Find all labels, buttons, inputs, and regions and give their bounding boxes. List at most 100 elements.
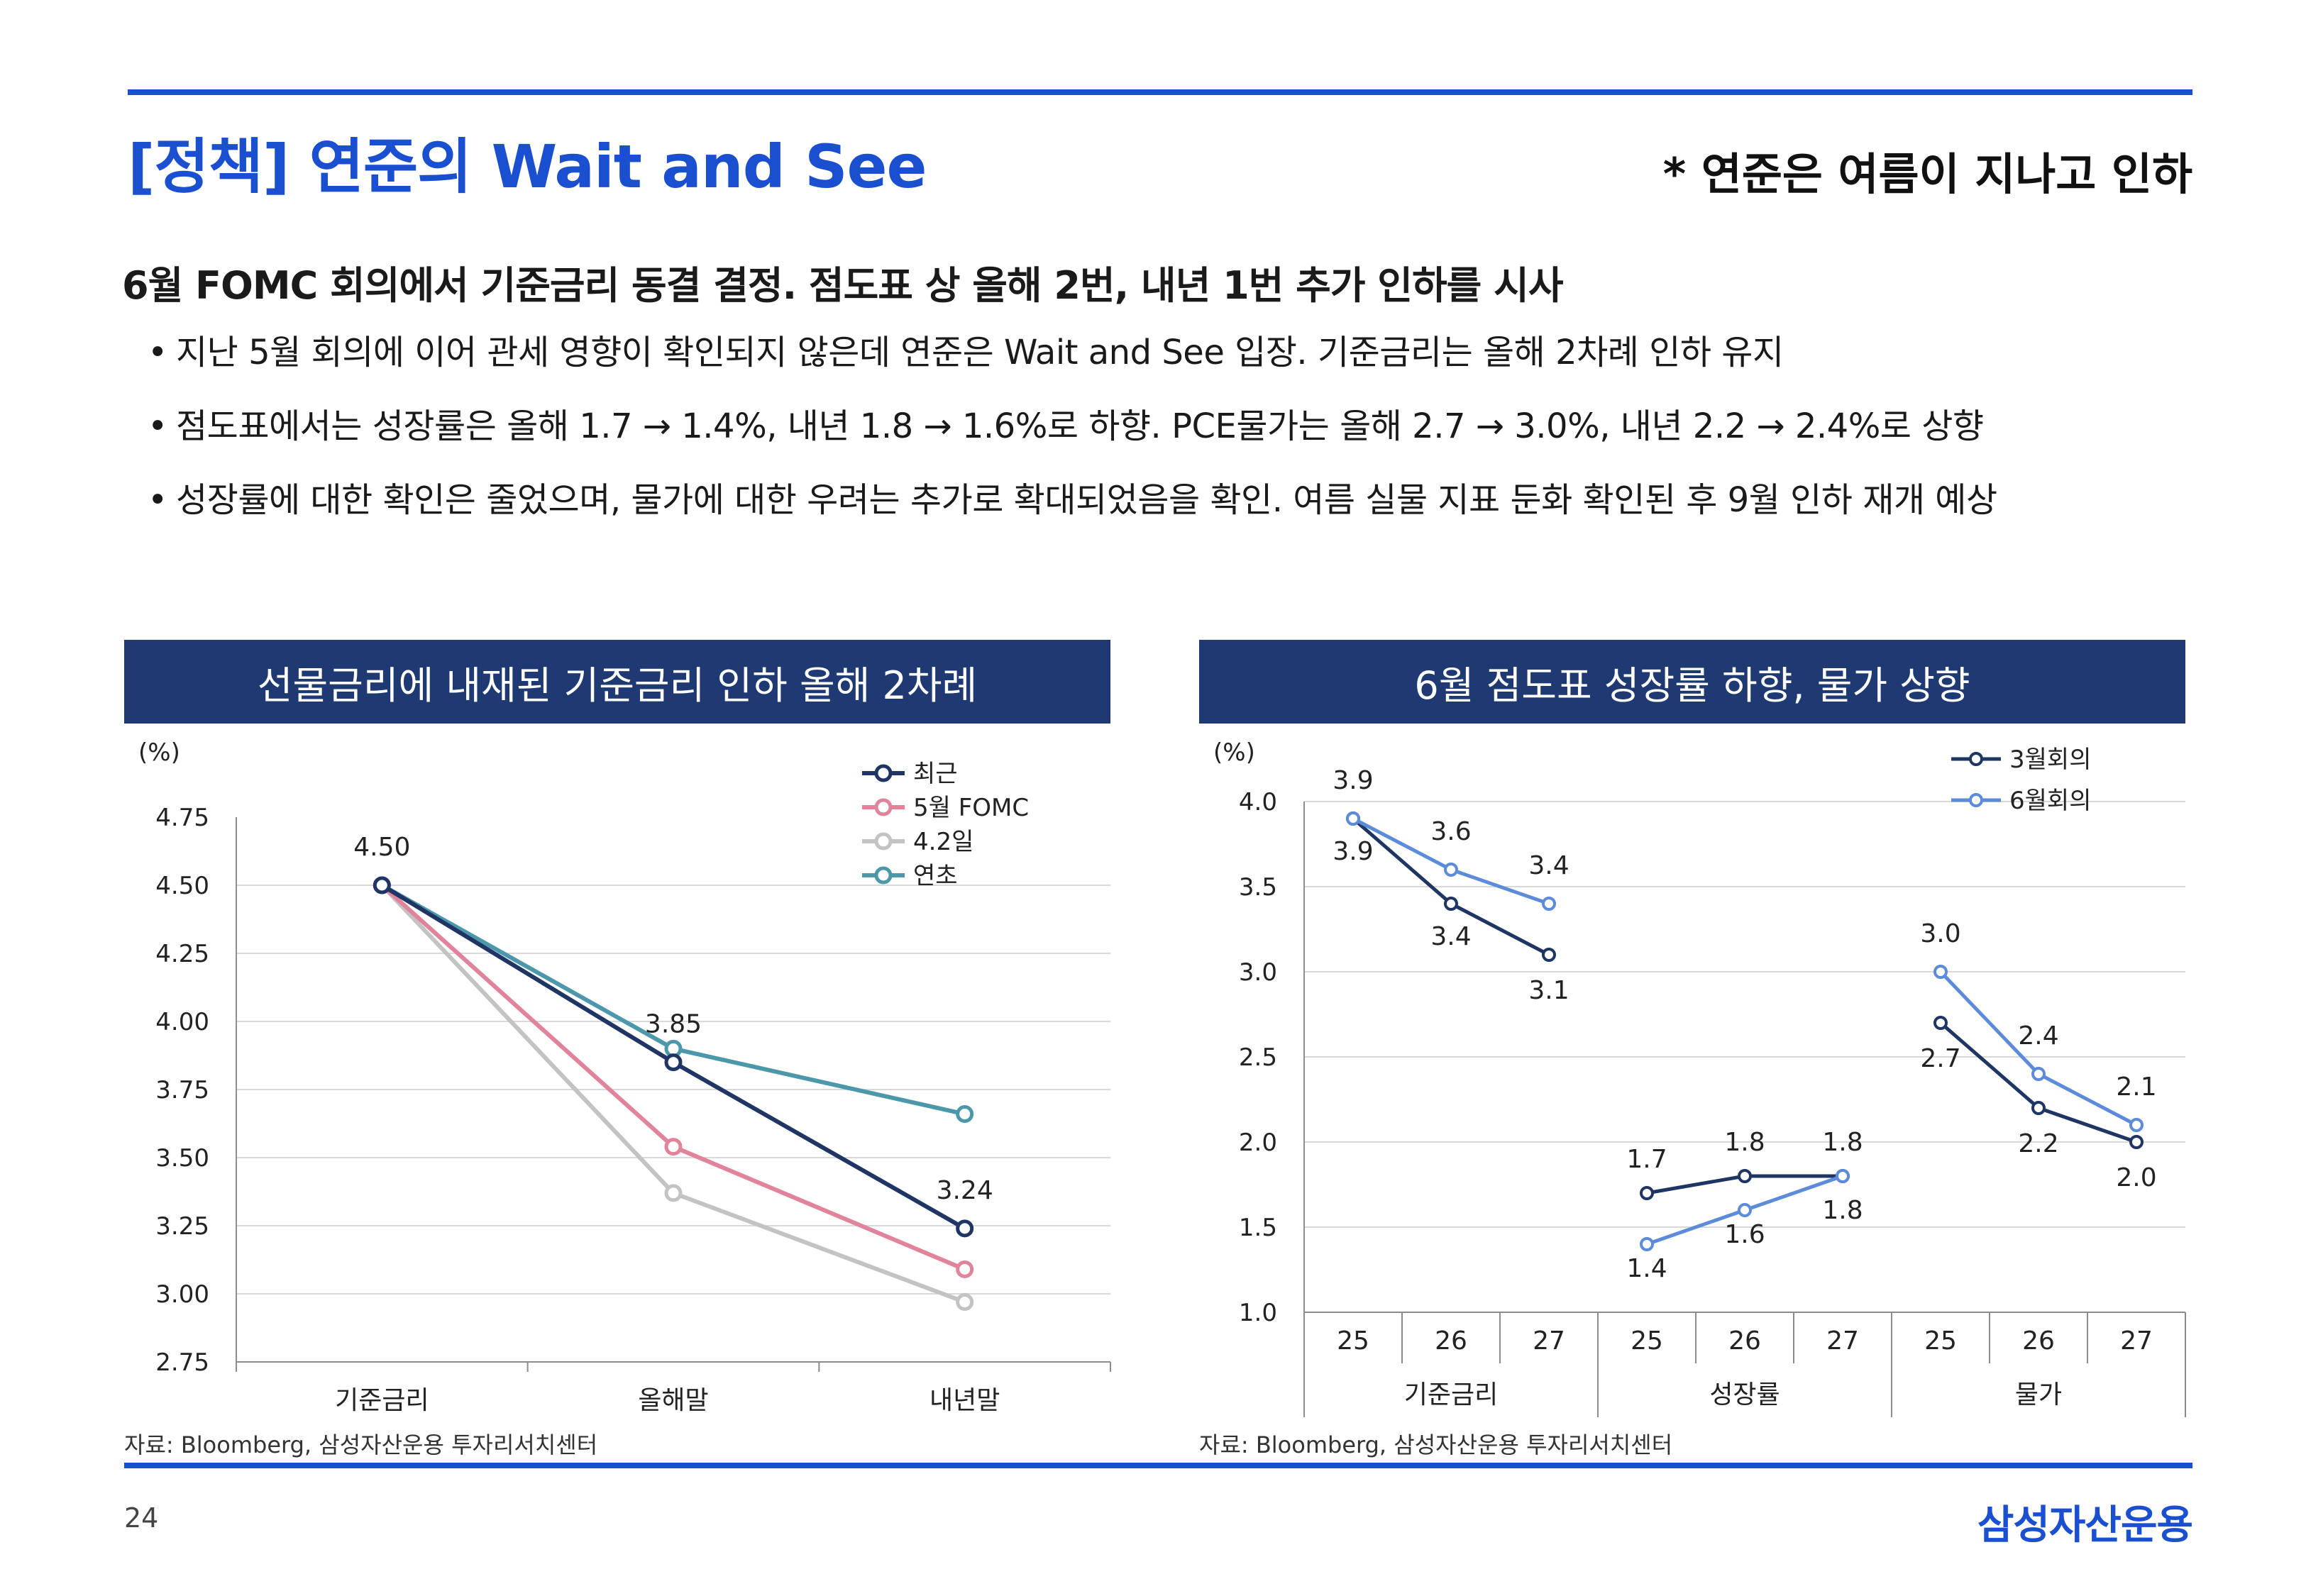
- data-label: 2.7: [1920, 1044, 1960, 1073]
- y-axis-unit: (%): [1213, 738, 1255, 767]
- data-point: [1542, 897, 1556, 911]
- bullet-dot: •: [148, 480, 167, 520]
- y-tick-label: 3.25: [155, 1212, 209, 1241]
- data-point: [373, 876, 391, 894]
- bullet-list: • 지난 5월 회의에 이어 관세 영향이 확인되지 않은데 연준은 Wait a…: [148, 330, 1997, 551]
- bullet-item: • 점도표에서는 성장률은 올해 1.7 → 1.4%, 내년 1.8 → 1.6…: [148, 404, 1997, 477]
- data-label: 2.0: [2116, 1163, 2156, 1192]
- dot-plot-chart: (%) 4.0 3.5 3.0 2.5 2.0 1.5 1.0 25 26 27 기준금리 25 26 27…: [1213, 738, 2186, 1417]
- data-label: 3.9: [1333, 837, 1373, 866]
- data-point: [1542, 948, 1556, 962]
- x-tick-label: 25: [1924, 1326, 1957, 1356]
- top-rule: [128, 89, 2192, 95]
- y-tick-label: 3.5: [1239, 873, 1277, 902]
- legend-marker: [874, 832, 893, 850]
- legend-marker: [874, 764, 893, 782]
- x-tick-label: 26: [1435, 1326, 1467, 1356]
- legend-label: 6월회의: [2009, 787, 2091, 815]
- bullet-item: • 성장률에 대한 확인은 줄었으며, 물가에 대한 우려는 추가로 확대되었음을…: [148, 477, 1997, 551]
- y-tick-label: 4.75: [155, 804, 209, 832]
- data-point: [2129, 1118, 2144, 1132]
- data-label: 3.24: [937, 1176, 993, 1205]
- legend-marker: [874, 798, 893, 816]
- x-tick-label: 27: [1826, 1326, 1859, 1356]
- legend-marker: [1969, 752, 1983, 766]
- data-label: 3.1: [1528, 976, 1569, 1005]
- data-label: 1.6: [1724, 1220, 1765, 1249]
- y-tick-label: 1.0: [1239, 1299, 1277, 1327]
- data-point: [664, 1138, 683, 1156]
- legend-marker: [874, 866, 893, 885]
- data-point: [2031, 1101, 2046, 1115]
- data-point: [1444, 863, 1458, 877]
- y-axis-unit: (%): [138, 738, 180, 767]
- data-label: 1.4: [1626, 1254, 1667, 1283]
- left-chart-source: 자료: Bloomberg, 삼성자산운용 투자리서치센터: [124, 1431, 598, 1458]
- legend-label: 연초: [913, 862, 958, 890]
- bullet-dot: •: [148, 406, 167, 446]
- data-point: [1346, 811, 1360, 826]
- y-tick-label: 2.0: [1239, 1129, 1277, 1157]
- data-label: 3.9: [1333, 766, 1373, 795]
- brand-logo: 삼성자산운용: [1977, 1502, 2193, 1548]
- y-tick-label: 3.0: [1239, 958, 1277, 987]
- y-tick-label: 4.50: [155, 872, 209, 900]
- data-label: 3.85: [645, 1010, 702, 1039]
- side-note: * 연준은 여름이 지나고 인하: [1662, 148, 2192, 200]
- data-label: 1.8: [1822, 1196, 1863, 1225]
- y-tick-label: 2.5: [1239, 1043, 1277, 1072]
- x-tick-label: 26: [2022, 1326, 2055, 1356]
- data-label: 3.4: [1430, 922, 1471, 951]
- legend-label: 4.2일: [913, 828, 973, 856]
- y-tick-label: 2.75: [155, 1348, 209, 1377]
- right-chart-title: 6월 점도표 성장률 하향, 물가 상향: [1199, 640, 2185, 724]
- data-point: [1836, 1169, 1850, 1183]
- data-label: 2.2: [2018, 1129, 2058, 1158]
- futures-rate-chart: (%) 4.75 4.50 4.25 4.00 3.75 3.50 3.25 3.00 2.75 기…: [138, 738, 1111, 1415]
- data-point: [1738, 1203, 1752, 1217]
- x-tick-label: 기준금리: [335, 1386, 429, 1415]
- x-tick-label: 25: [1631, 1326, 1663, 1356]
- y-tick-label: 4.25: [155, 940, 209, 968]
- data-point: [956, 1260, 974, 1278]
- data-point: [2031, 1067, 2046, 1081]
- x-tick-label: 내년말: [929, 1386, 1000, 1415]
- data-label: 1.7: [1626, 1145, 1667, 1174]
- lead-sentence: 6월 FOMC 회의에서 기준금리 동결 결정. 점도표 상 올해 2번, 내년…: [122, 263, 1564, 308]
- bullet-dot: •: [148, 333, 167, 372]
- data-label: 2.1: [2116, 1073, 2156, 1102]
- page-title: [정책] 연준의 Wait and See: [128, 132, 927, 201]
- data-label: 4.50: [353, 833, 410, 862]
- series-line: [380, 883, 966, 1272]
- y-tick-label: 3.75: [155, 1076, 209, 1104]
- bullet-text: 지난 5월 회의에 이어 관세 영향이 확인되지 않은데 연준은 Wait an…: [176, 333, 1784, 372]
- data-point: [2129, 1135, 2144, 1149]
- data-point: [1738, 1169, 1752, 1183]
- data-label: 1.8: [1822, 1128, 1863, 1157]
- bullet-item: • 지난 5월 회의에 이어 관세 영향이 확인되지 않은데 연준은 Wait a…: [148, 330, 1997, 404]
- series-line: [380, 883, 966, 1116]
- y-tick-label: 3.00: [155, 1280, 209, 1309]
- y-tick-label: 4.0: [1239, 788, 1277, 816]
- bullet-text: 점도표에서는 성장률은 올해 1.7 → 1.4%, 내년 1.8 → 1.6%…: [176, 406, 1984, 446]
- data-point: [956, 1219, 974, 1238]
- data-point: [1640, 1237, 1654, 1251]
- group-label: 기준금리: [1404, 1380, 1498, 1409]
- y-tick-label: 1.5: [1239, 1214, 1277, 1242]
- data-point: [664, 1053, 683, 1072]
- data-point: [664, 1184, 683, 1202]
- group-label: 성장률: [1709, 1380, 1780, 1409]
- data-point: [956, 1105, 974, 1124]
- data-point: [1933, 965, 1948, 979]
- data-label: 1.8: [1724, 1128, 1765, 1157]
- data-label: 2.4: [2018, 1021, 2058, 1051]
- x-tick-label: 26: [1728, 1326, 1761, 1356]
- legend-label: 5월 FOMC: [913, 794, 1029, 822]
- x-tick-label: 25: [1337, 1326, 1369, 1356]
- x-tick-label: 올해말: [638, 1386, 708, 1415]
- data-point: [956, 1293, 974, 1312]
- data-point: [1444, 897, 1458, 911]
- group-label: 물가: [2015, 1380, 2062, 1409]
- page-number: 24: [124, 1502, 159, 1534]
- data-label: 3.6: [1430, 817, 1471, 846]
